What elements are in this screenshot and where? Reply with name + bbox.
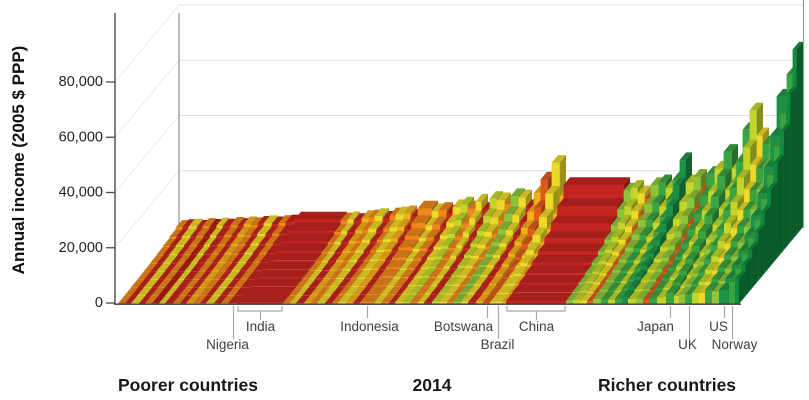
bracket-china xyxy=(506,306,566,320)
country-label-china: China xyxy=(519,319,555,334)
y-tick-label-0: 0 xyxy=(95,295,103,311)
y-tick-label-80,000: 80,000 xyxy=(59,74,103,90)
back-axes xyxy=(178,0,805,230)
sidewall-gridline-20,000 xyxy=(114,170,180,249)
footer-richer-countries: Richer countries xyxy=(598,375,736,395)
country-label-norway: Norway xyxy=(712,337,758,352)
sidewall-gridline-40,000 xyxy=(114,115,180,193)
country-label-us: US xyxy=(709,319,728,334)
sidewall-gridline-80,000 xyxy=(114,4,180,83)
footer-poorer-countries: Poorer countries xyxy=(118,375,258,395)
country-labels: Nigeria India Indonesia Botswana Brazil China… xyxy=(206,306,758,352)
y-tick-label-60,000: 60,000 xyxy=(59,129,103,145)
decile-bars-3d xyxy=(118,41,803,304)
y-tick-label-40,000: 40,000 xyxy=(59,185,103,201)
y-axis-title: Annual income (2005 $ PPP) xyxy=(9,46,28,275)
y-tick-label-20,000: 20,000 xyxy=(59,240,103,256)
country-label-botswana: Botswana xyxy=(434,319,494,334)
country-label-india: India xyxy=(246,319,276,334)
backwall-gridlines xyxy=(179,4,804,172)
front-axis xyxy=(114,13,741,305)
country-label-nigeria: Nigeria xyxy=(206,337,249,352)
country-label-japan: Japan xyxy=(637,319,674,334)
country-label-brazil: Brazil xyxy=(481,337,515,352)
bracket-india xyxy=(237,306,283,320)
country-label-indonesia: Indonesia xyxy=(340,319,399,334)
sidewall-gridlines xyxy=(114,4,180,249)
y-axis-ticks: 0 20,000 40,000 60,000 80,000 xyxy=(59,74,115,311)
footer-year: 2014 xyxy=(413,375,452,395)
sidewall-gridline-60,000 xyxy=(114,59,180,138)
country-label-uk: UK xyxy=(678,337,697,352)
